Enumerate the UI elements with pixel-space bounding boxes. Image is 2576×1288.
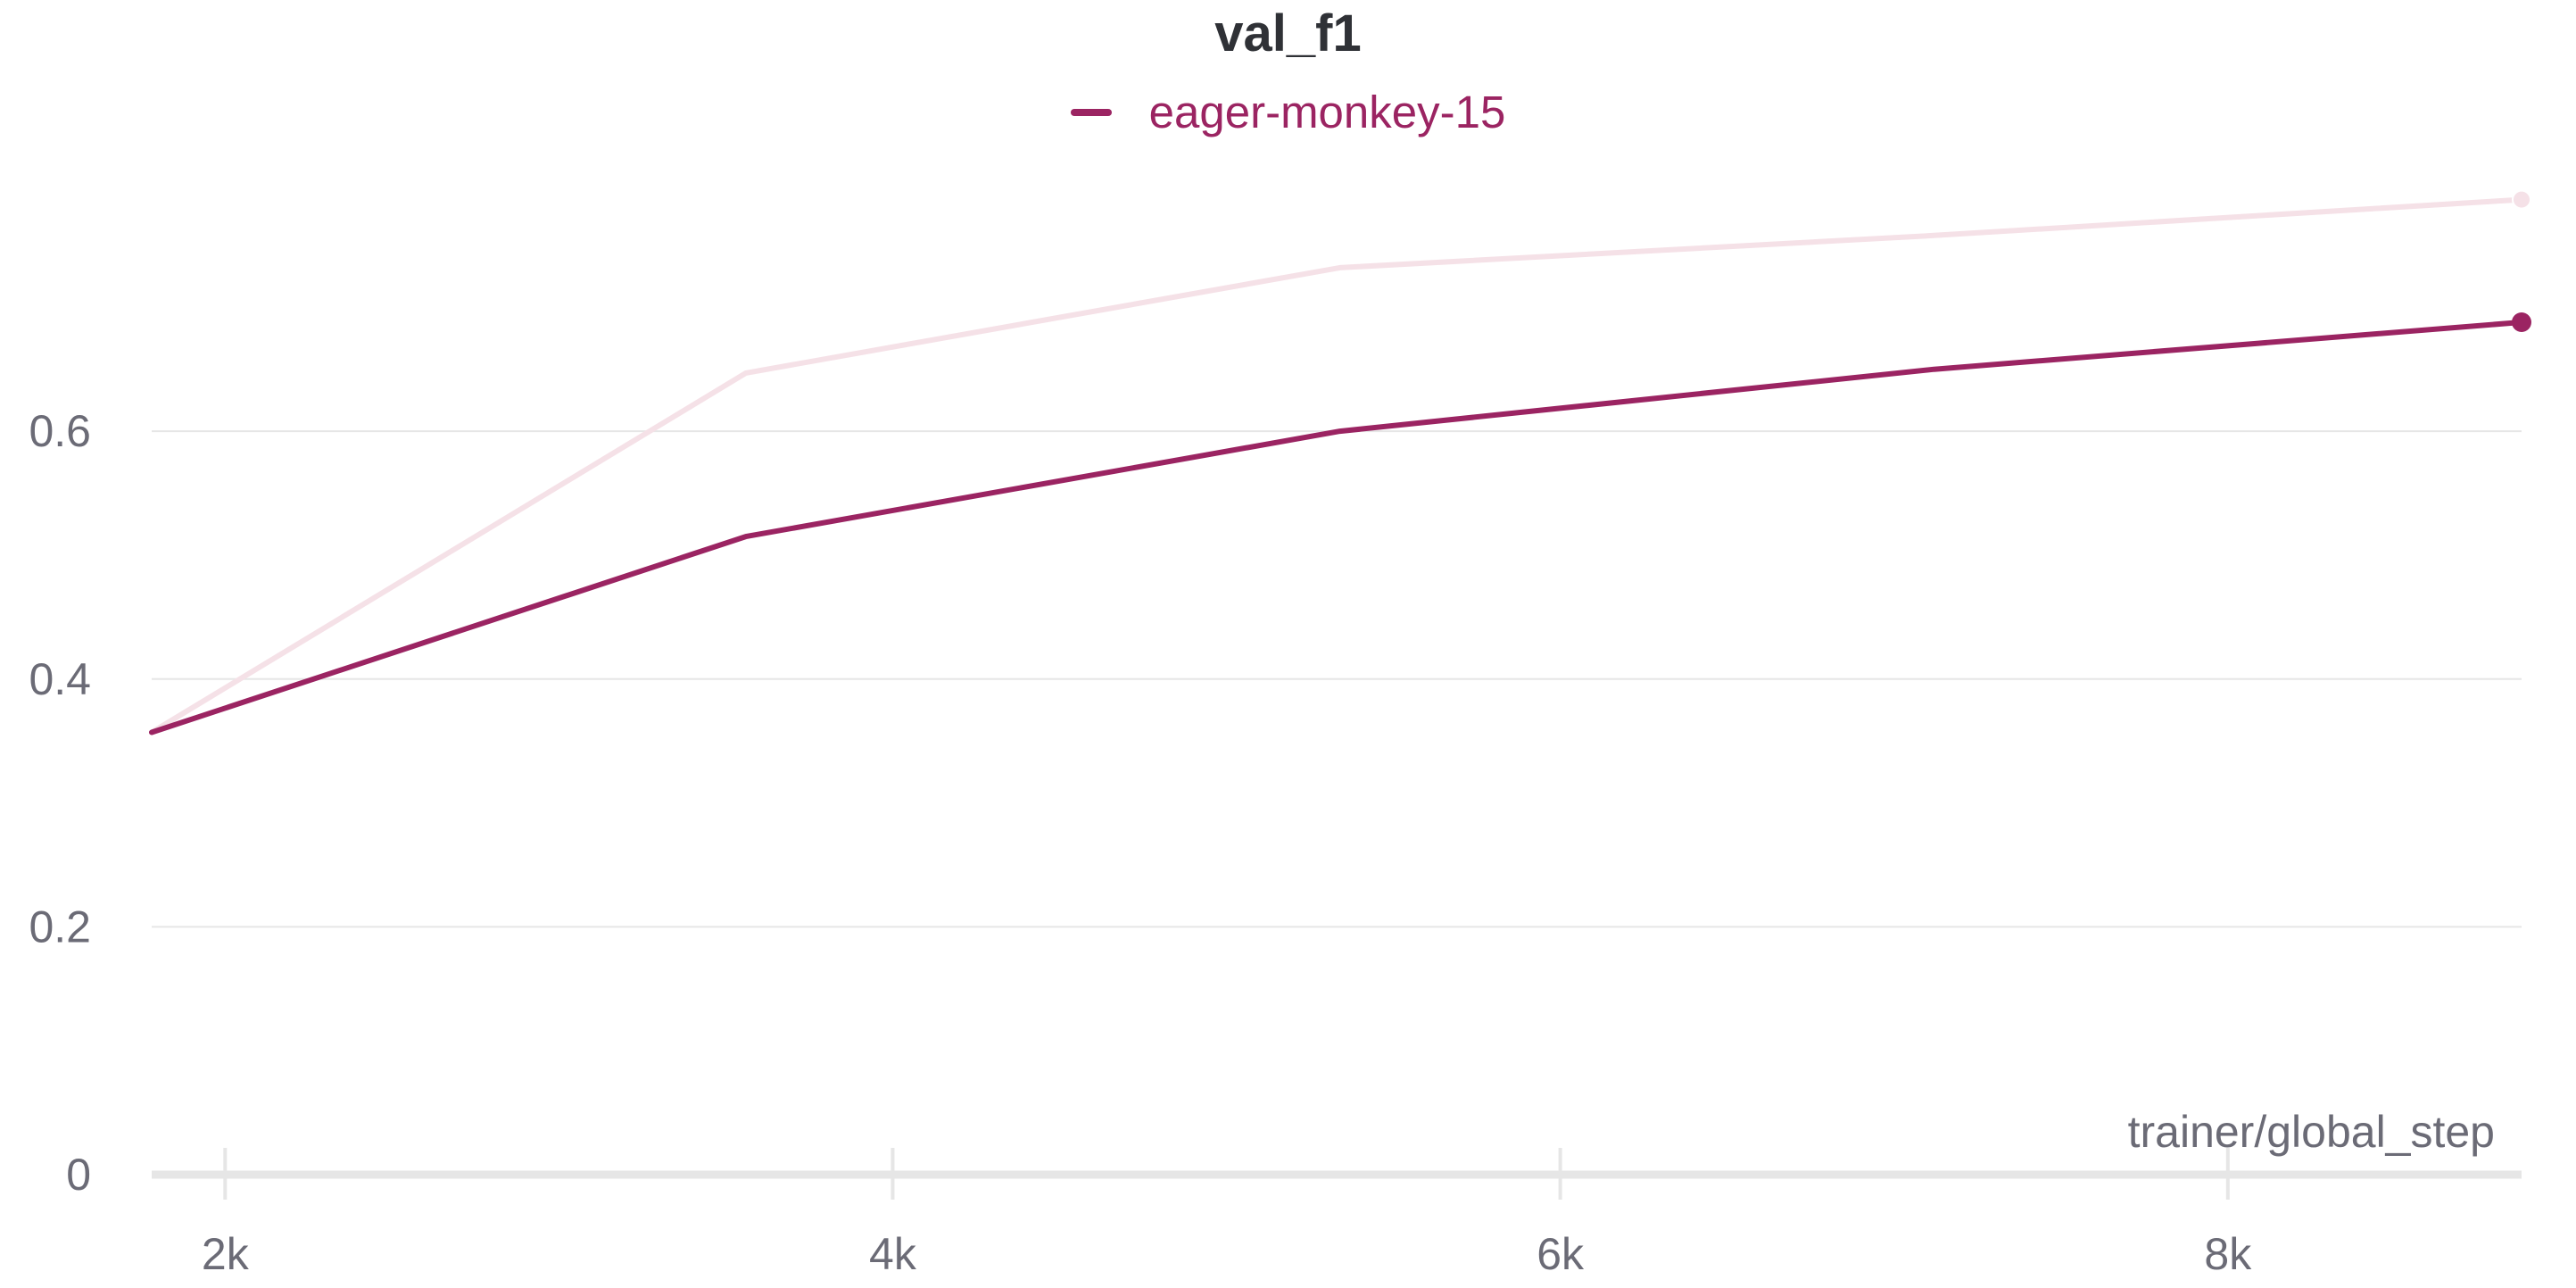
y-tick-label: 0.6: [29, 406, 91, 456]
x-tick-label: 8k: [2204, 1229, 2252, 1279]
y-tick-label: 0.4: [29, 654, 91, 704]
x-tick-label: 4k: [869, 1229, 917, 1279]
x-tick-label: 6k: [1536, 1229, 1585, 1279]
chart-title: val_f1: [1214, 4, 1362, 62]
raw-series-line: [149, 196, 2524, 735]
legend[interactable]: eager-monkey-15: [0, 86, 2576, 139]
y-tick-label: 0.2: [29, 902, 91, 951]
series-end-point[interactable]: [2512, 312, 2531, 332]
raw-series-end-point[interactable]: [2512, 189, 2531, 210]
legend-swatch: [1070, 109, 1112, 116]
x-axis-title: trainer/global_step: [2128, 1107, 2495, 1157]
y-tick-label: 0: [66, 1150, 91, 1200]
x-tick-label: 2k: [202, 1229, 250, 1279]
series-line-eager-monkey-15[interactable]: [149, 320, 2524, 735]
legend-label: eager-monkey-15: [1148, 87, 1506, 137]
